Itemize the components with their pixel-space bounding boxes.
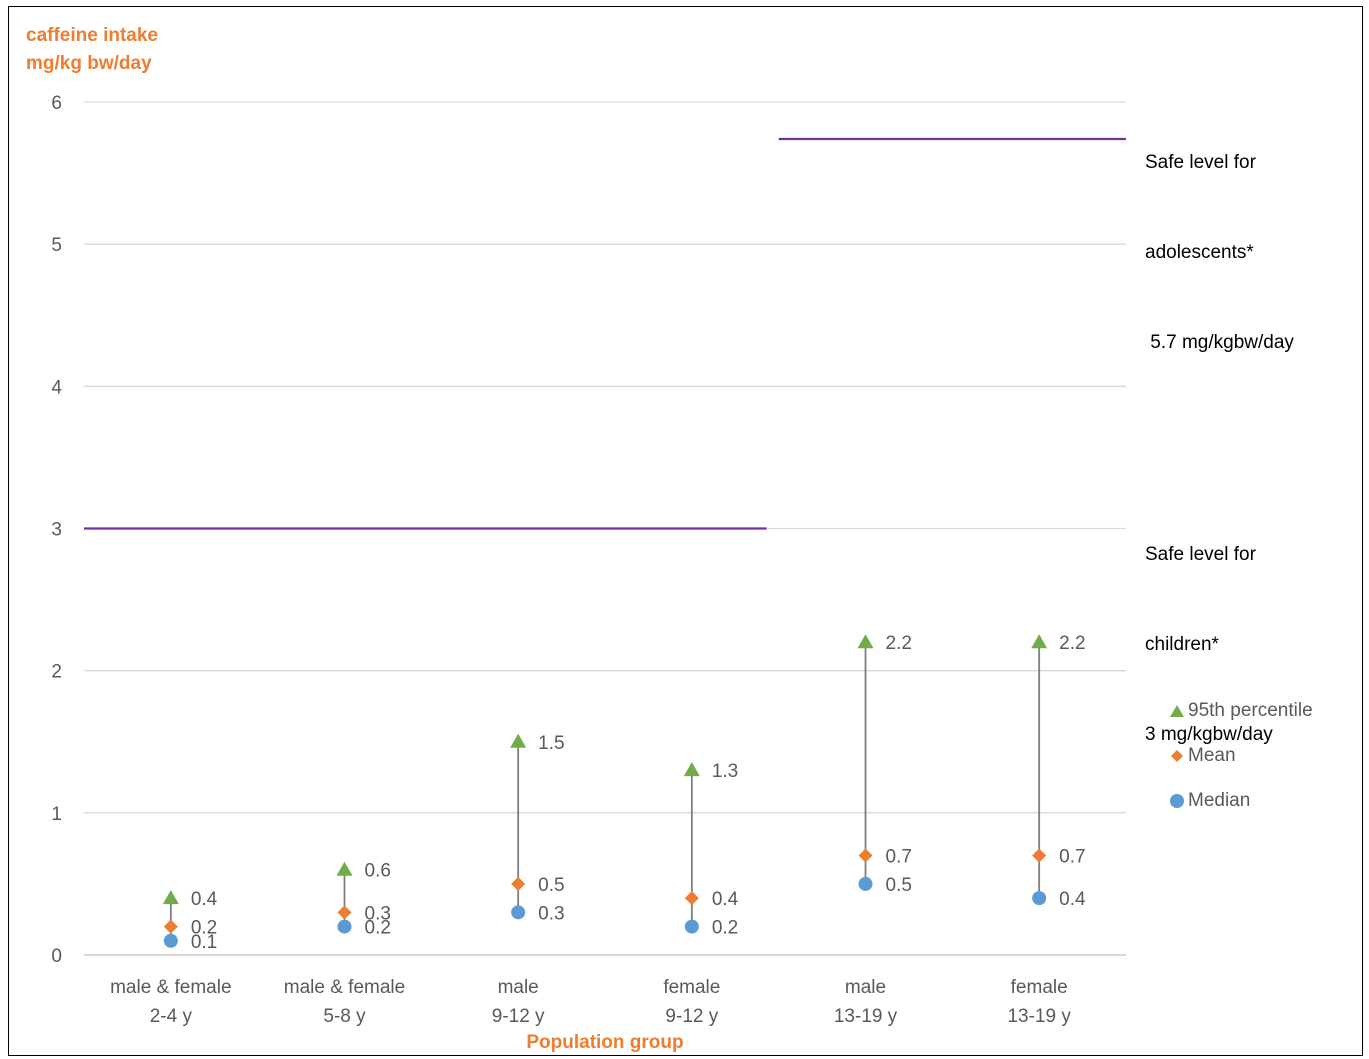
chart-frame (8, 6, 1363, 1056)
triangle-marker-icon (1166, 704, 1188, 718)
data-label: 0.7 (1059, 846, 1085, 867)
x-tick-label: 9-12 y (665, 1006, 718, 1027)
legend-label: 95th percentile (1188, 699, 1313, 721)
x-tick-label: 9-12 y (492, 1006, 545, 1027)
data-label: 2.2 (1059, 633, 1085, 654)
safe-level-children-line-1: Safe level for (1145, 544, 1256, 565)
data-label: 1.3 (712, 761, 738, 782)
y-axis-title: caffeine intake mg/kg bw/day (26, 22, 158, 78)
x-tick-label: 2-4 y (150, 1006, 193, 1027)
data-label: 0.2 (365, 918, 391, 939)
percentile-95-marker (683, 762, 700, 777)
x-tick-label: female (663, 977, 720, 998)
percentile-95-marker (1031, 634, 1048, 649)
y-tick-label: 3 (51, 520, 62, 541)
mean-marker (684, 891, 699, 906)
data-label: 0.4 (191, 889, 218, 910)
percentile-95-marker (510, 733, 527, 748)
median-marker (858, 876, 873, 891)
x-tick-label: 5-8 y (323, 1006, 366, 1027)
data-label: 0.2 (191, 918, 217, 939)
x-tick-label: 13-19 y (1007, 1006, 1071, 1027)
y-axis-title-line-2: mg/kg bw/day (26, 53, 152, 74)
y-tick-label: 6 (51, 93, 62, 114)
safe-level-adolescents-line-3: 5.7 mg/kgbw/day (1145, 332, 1294, 353)
x-tick-label: 13-19 y (834, 1006, 898, 1027)
data-label: 0.1 (191, 932, 217, 953)
safe-level-children-line-3: 3 mg/kgbw/day (1145, 724, 1273, 745)
percentile-95-marker (336, 861, 353, 876)
data-label: 0.7 (886, 846, 912, 867)
mean-marker (1032, 848, 1047, 863)
data-label: 0.2 (712, 918, 738, 939)
mean-marker (511, 876, 526, 891)
circle-marker-icon (1166, 793, 1188, 809)
legend-item-median: Median (1166, 778, 1313, 823)
data-label: 1.5 (538, 733, 564, 754)
x-tick-label: male & female (110, 977, 231, 998)
x-tick-label: male (845, 977, 886, 998)
safe-level-children-label: Safe level for children* 3 mg/kgbw/day (1145, 480, 1273, 780)
mean-marker (163, 919, 178, 934)
median-marker (684, 919, 699, 934)
safe-level-children-line-2: children* (1145, 634, 1219, 655)
y-tick-label: 5 (51, 235, 62, 256)
data-label: 0.5 (538, 875, 564, 896)
mean-marker (337, 905, 352, 920)
safe-level-adolescents-line-1: Safe level for (1145, 152, 1256, 173)
y-tick-label: 4 (51, 377, 62, 398)
safe-level-adolescents-line-2: adolescents* (1145, 242, 1254, 263)
safe-level-adolescents-label: Safe level for adolescents* 5.7 mg/kgbw/… (1145, 88, 1294, 388)
data-label: 0.6 (365, 861, 391, 882)
legend-item-95th-percentile: 95th percentile (1166, 688, 1313, 733)
x-axis-title: Population group (526, 1032, 684, 1053)
percentile-95-marker (857, 634, 874, 649)
y-tick-label: 1 (51, 804, 62, 825)
median-marker (511, 905, 526, 920)
data-label: 0.4 (1059, 889, 1086, 910)
x-tick-label: male & female (284, 977, 405, 998)
median-marker (337, 919, 352, 934)
percentile-95-marker (162, 890, 179, 905)
data-label: 0.4 (712, 889, 739, 910)
data-label: 0.3 (538, 903, 564, 924)
x-tick-label: male (498, 977, 539, 998)
legend-label: Median (1188, 789, 1251, 811)
diamond-marker-icon (1166, 749, 1188, 763)
legend: 95th percentile Mean Median (1166, 688, 1313, 823)
legend-label: Mean (1188, 744, 1236, 766)
x-tick-label: female (1011, 977, 1068, 998)
y-axis-title-line-1: caffeine intake (26, 25, 158, 46)
mean-marker (858, 848, 873, 863)
data-label: 0.5 (886, 875, 912, 896)
y-tick-label: 0 (51, 946, 62, 967)
median-marker (1032, 891, 1047, 906)
median-marker (163, 933, 178, 948)
data-label: 0.3 (365, 903, 391, 924)
y-tick-label: 2 (51, 662, 62, 683)
data-label: 2.2 (886, 633, 912, 654)
legend-item-mean: Mean (1166, 733, 1313, 778)
